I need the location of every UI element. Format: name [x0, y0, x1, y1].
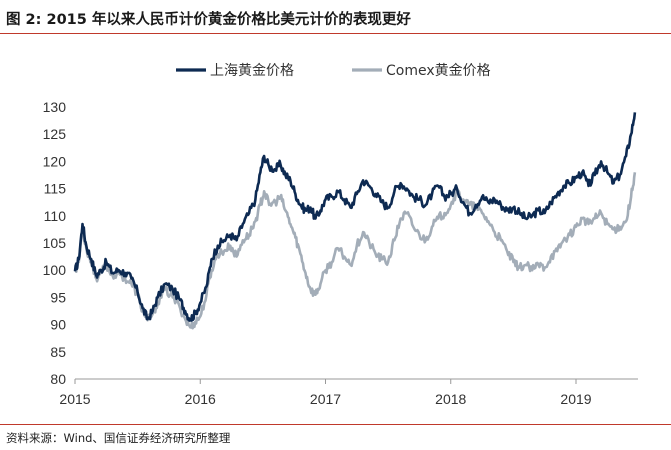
y-tick-label: 125 [43, 126, 67, 142]
gold-price-chart: 上海黄金价格 Comex黄金价格 80 85 90 95 100 105 110 115 120… [43, 62, 638, 407]
y-tick-label: 115 [44, 181, 67, 197]
y-tick-label: 85 [50, 344, 66, 360]
y-tick-label: 100 [43, 262, 67, 278]
series-line-comex [74, 172, 637, 330]
source-divider [0, 424, 671, 425]
title-divider [0, 33, 671, 34]
y-axis-ticks: 80 85 90 95 100 105 110 115 120 125 130 [43, 99, 67, 387]
y-tick-label: 120 [43, 153, 67, 169]
legend-label-comex: Comex黄金价格 [386, 62, 491, 79]
x-tick-label: 2018 [435, 391, 466, 407]
legend-label-shanghai: 上海黄金价格 [210, 62, 294, 79]
x-axis-ticks: 2015 2016 2017 2018 2019 [59, 379, 592, 407]
x-tick-label: 2015 [59, 391, 90, 407]
x-tick-label: 2017 [310, 391, 341, 407]
y-tick-label: 110 [44, 208, 67, 224]
chart-legend: 上海黄金价格 Comex黄金价格 [176, 62, 491, 79]
x-tick-label: 2019 [560, 391, 591, 407]
y-tick-label: 130 [43, 99, 67, 115]
series-line-shanghai [73, 112, 637, 322]
y-tick-label: 90 [50, 317, 66, 333]
y-tick-label: 80 [50, 371, 66, 387]
source-note: 资料来源：Wind、国信证券经济研究所整理 [6, 431, 231, 445]
y-tick-label: 95 [50, 289, 66, 305]
y-tick-label: 105 [43, 235, 67, 251]
x-tick-label: 2016 [185, 391, 216, 407]
figure-title: 图 2: 2015 年以来人民币计价黄金价格比美元计价的表现更好 [6, 12, 411, 28]
